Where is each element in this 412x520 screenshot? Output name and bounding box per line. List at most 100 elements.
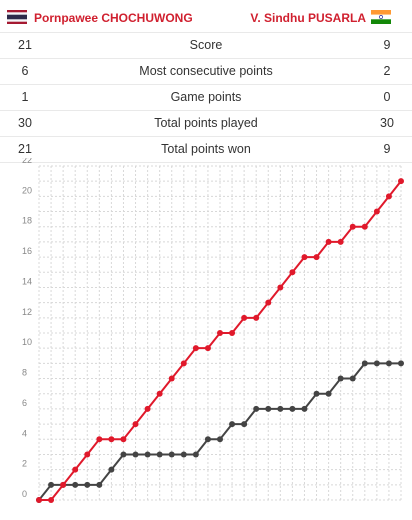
stat-left-value: 21 bbox=[18, 142, 32, 156]
y-tick-label: 12 bbox=[22, 307, 32, 317]
stats-table: 21 Score 9 6 Most consecutive points 2 1… bbox=[0, 32, 412, 163]
data-point-chochuwong bbox=[301, 254, 308, 261]
data-point-pusarla bbox=[289, 405, 296, 412]
stat-left-value: 30 bbox=[18, 116, 32, 130]
y-tick-label: 0 bbox=[22, 489, 27, 499]
y-tick-label: 22 bbox=[22, 158, 32, 165]
data-point-pusarla bbox=[180, 451, 187, 458]
data-point-pusarla bbox=[301, 405, 308, 412]
data-point-chochuwong bbox=[48, 497, 55, 503]
data-point-chochuwong bbox=[361, 223, 368, 230]
data-point-chochuwong bbox=[84, 451, 91, 458]
stat-left-value: 21 bbox=[18, 38, 32, 52]
data-point-chochuwong bbox=[277, 284, 284, 291]
data-point-pusarla bbox=[373, 360, 380, 367]
data-point-chochuwong bbox=[60, 481, 67, 488]
series-line-chochuwong bbox=[39, 180, 402, 501]
data-point-pusarla bbox=[144, 451, 151, 458]
y-tick-label: 6 bbox=[22, 398, 27, 408]
data-point-chochuwong bbox=[120, 436, 127, 443]
stat-right-value: 0 bbox=[383, 90, 391, 104]
data-point-pusarla bbox=[361, 360, 368, 367]
data-point-chochuwong bbox=[265, 299, 272, 306]
player-left-name: Pornpawee CHOCHUWONG bbox=[34, 11, 193, 25]
stat-row-score: 21 Score 9 bbox=[0, 32, 412, 58]
data-point-pusarla bbox=[204, 436, 211, 443]
stat-label: Total points played bbox=[154, 116, 258, 130]
data-point-pusarla bbox=[277, 405, 284, 412]
players-header: Pornpawee CHOCHUWONG V. Sindhu PUSARLA bbox=[0, 0, 412, 32]
data-point-chochuwong bbox=[313, 254, 320, 261]
data-point-chochuwong bbox=[217, 330, 223, 336]
data-point-pusarla bbox=[84, 481, 91, 488]
data-point-pusarla bbox=[156, 451, 163, 458]
stat-row-consecutive: 6 Most consecutive points 2 bbox=[0, 58, 412, 84]
data-point-pusarla bbox=[108, 466, 115, 473]
data-point-pusarla bbox=[325, 390, 332, 397]
data-point-pusarla bbox=[253, 405, 260, 412]
data-point-chochuwong bbox=[36, 497, 42, 503]
data-point-chochuwong bbox=[192, 345, 199, 352]
stat-right-value: 2 bbox=[383, 64, 391, 78]
data-point-chochuwong bbox=[241, 314, 248, 321]
y-tick-label: 18 bbox=[22, 216, 32, 226]
data-point-pusarla bbox=[120, 451, 127, 458]
data-point-pusarla bbox=[192, 451, 199, 458]
y-tick-label: 8 bbox=[22, 368, 27, 378]
data-point-chochuwong bbox=[229, 330, 236, 336]
stat-label: Score bbox=[189, 38, 223, 52]
stat-label: Game points bbox=[170, 90, 242, 104]
y-tick-label: 20 bbox=[22, 185, 32, 195]
data-point-pusarla bbox=[48, 481, 55, 488]
data-point-pusarla bbox=[132, 451, 139, 458]
stat-row-game-points: 1 Game points 0 bbox=[0, 84, 412, 110]
data-point-chochuwong bbox=[385, 193, 392, 200]
data-point-pusarla bbox=[72, 481, 79, 488]
data-point-pusarla bbox=[337, 375, 344, 382]
data-point-chochuwong bbox=[180, 360, 187, 367]
data-point-pusarla bbox=[349, 375, 356, 382]
stat-right-value: 9 bbox=[383, 38, 391, 52]
stat-left-value: 6 bbox=[21, 64, 29, 78]
stat-row-points-won: 21 Total points won 9 bbox=[0, 136, 412, 163]
y-tick-label: 2 bbox=[22, 459, 27, 469]
india-flag-icon bbox=[371, 10, 391, 24]
stat-right-value: 30 bbox=[380, 116, 394, 130]
y-tick-label: 14 bbox=[22, 276, 32, 286]
data-point-chochuwong bbox=[72, 466, 79, 473]
data-point-chochuwong bbox=[96, 436, 103, 443]
data-point-chochuwong bbox=[337, 238, 344, 245]
data-point-pusarla bbox=[313, 390, 320, 397]
data-point-chochuwong bbox=[398, 178, 404, 185]
data-point-chochuwong bbox=[325, 238, 332, 245]
data-point-pusarla bbox=[398, 360, 404, 367]
data-point-pusarla bbox=[217, 436, 223, 443]
player-right-name: V. Sindhu PUSARLA bbox=[250, 11, 366, 25]
y-tick-label: 10 bbox=[22, 337, 32, 347]
data-point-pusarla bbox=[241, 421, 248, 428]
data-point-pusarla bbox=[96, 481, 103, 488]
y-tick-label: 16 bbox=[22, 246, 32, 256]
stat-right-value: 9 bbox=[383, 142, 391, 156]
stat-left-value: 1 bbox=[21, 90, 29, 104]
data-point-pusarla bbox=[265, 405, 272, 412]
stat-row-points-played: 30 Total points played 30 bbox=[0, 110, 412, 136]
data-point-chochuwong bbox=[349, 223, 356, 230]
data-point-chochuwong bbox=[253, 314, 260, 321]
data-point-chochuwong bbox=[144, 405, 151, 412]
stat-label: Most consecutive points bbox=[139, 64, 273, 78]
data-point-pusarla bbox=[229, 421, 236, 428]
data-point-chochuwong bbox=[132, 421, 139, 428]
data-point-chochuwong bbox=[168, 375, 175, 382]
data-point-chochuwong bbox=[289, 269, 296, 276]
data-point-chochuwong bbox=[108, 436, 115, 443]
thailand-flag-icon bbox=[7, 10, 27, 24]
stat-label: Total points won bbox=[161, 142, 251, 156]
data-point-chochuwong bbox=[373, 208, 380, 215]
y-tick-label: 4 bbox=[22, 428, 27, 438]
data-point-chochuwong bbox=[204, 345, 211, 352]
point-progression-chart: 0 2 4 6 8 10 12 14 16 18 20 22 bbox=[22, 158, 404, 503]
data-point-pusarla bbox=[168, 451, 175, 458]
data-point-chochuwong bbox=[156, 390, 163, 397]
